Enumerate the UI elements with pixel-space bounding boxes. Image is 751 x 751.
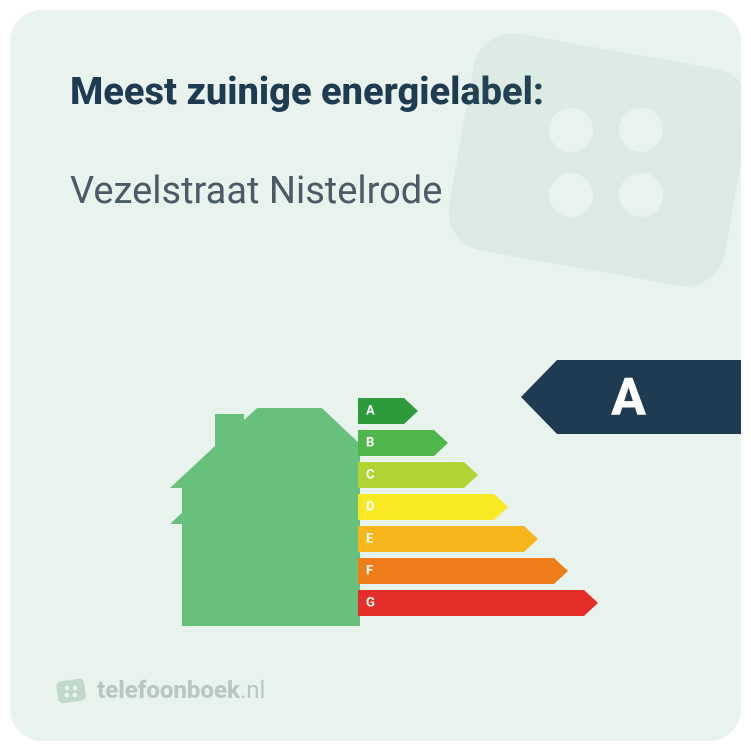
house-icon <box>170 408 360 626</box>
energy-label-card: Meest zuinige energielabel: Vezelstraat … <box>10 10 741 741</box>
card-title: Meest zuinige energielabel: <box>70 70 691 114</box>
indicator-badge: A <box>521 360 741 434</box>
indicator-letter: A <box>611 367 646 428</box>
energy-label-graphic: A B C D E <box>10 366 741 626</box>
footer-brand-light: .nl <box>240 676 265 704</box>
card-subtitle: Vezelstraat Nistelrode <box>70 169 691 213</box>
footer-logo-icon <box>55 674 87 706</box>
footer: telefoonboek.nl <box>55 674 265 706</box>
footer-brand: telefoonboek.nl <box>97 676 265 704</box>
footer-brand-bold: telefoonboek <box>97 676 240 704</box>
